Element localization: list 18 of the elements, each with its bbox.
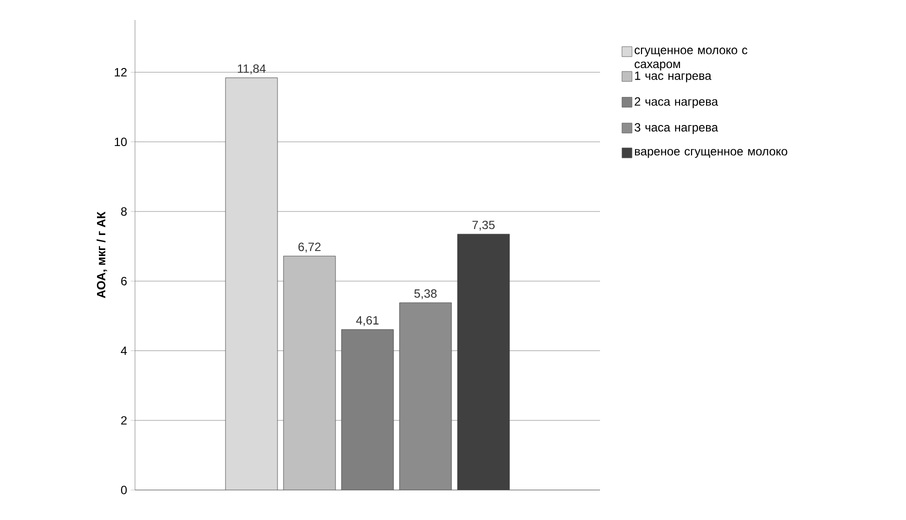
data-label: 11,84	[238, 64, 266, 74]
legend-label: 2 часа нагрева	[634, 97, 718, 108]
data-label: 6,72	[298, 242, 321, 253]
y-tick-label: 2	[121, 416, 127, 425]
legend-label: 1 час нагрева	[635, 72, 712, 82]
data-label: 7,35	[472, 220, 495, 231]
legend-label: вареное сгущенное молоко	[635, 148, 788, 158]
y-tick-label: 12	[114, 68, 127, 76]
y-tick-label: 0	[121, 486, 127, 494]
y-tick-label: 4	[120, 346, 127, 355]
data-label: 5,38	[414, 289, 437, 300]
y-tick-label: 8	[121, 207, 127, 216]
y-tick-label: 10	[114, 138, 127, 146]
legend-label: сгущенное молоко с сахаром	[634, 48, 748, 71]
legend-label: 3 часа нагрева	[634, 123, 718, 134]
data-label: 4,61	[356, 316, 379, 326]
y-axis-title: АОА, мкг / г АК	[96, 212, 108, 298]
y-tick-label: 6	[121, 276, 127, 286]
